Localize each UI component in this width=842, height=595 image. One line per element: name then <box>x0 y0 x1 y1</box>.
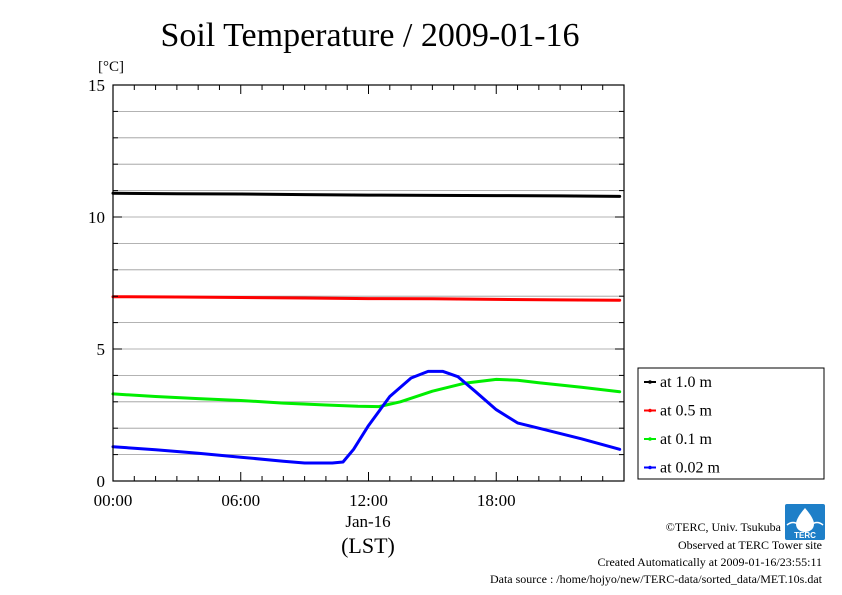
y-tick-label: 10 <box>88 208 105 227</box>
y-tick-label: 15 <box>88 76 105 95</box>
chart-title: Soil Temperature / 2009-01-16 <box>160 17 579 54</box>
created-text: Created Automatically at 2009-01-16/23:5… <box>597 555 822 569</box>
x-tick-label: 00:00 <box>94 491 133 510</box>
data-source-text: Data source : /home/hojyo/new/TERC-data/… <box>490 572 823 586</box>
series-line-at-0-02-m <box>111 369 622 465</box>
x-tick-label: 12:00 <box>349 491 388 510</box>
wave-icon <box>786 521 824 529</box>
legend: at 1.0 m at 0.5 m at 0.1 m at 0.02 m <box>637 367 825 480</box>
terc-logo: TERC <box>785 504 825 540</box>
legend-label: at 0.02 m <box>660 460 721 477</box>
legend-marker <box>648 380 652 384</box>
axes: 0 5 10 15 00:00 06:00 12:00 18:00 <box>88 76 625 510</box>
y-tick-label: 0 <box>97 472 106 491</box>
copyright-text: ©TERC, Univ. Tsukuba <box>666 520 782 534</box>
date-label: Jan-16 <box>345 512 390 531</box>
legend-label: at 0.1 m <box>660 431 713 448</box>
legend-label: at 0.5 m <box>660 403 713 420</box>
observed-text: Observed at TERC Tower site <box>678 538 822 552</box>
legend-marker <box>648 465 652 470</box>
terc-logo-text: TERC <box>794 531 816 540</box>
legend-marker <box>648 408 652 413</box>
series-layer <box>111 191 622 465</box>
legend-box <box>637 367 825 480</box>
x-tick-label: 18:00 <box>477 491 516 510</box>
y-axis-unit-label: [°C] <box>98 59 124 75</box>
series-line-at-1-0-m <box>111 191 622 198</box>
x-tick-label: 06:00 <box>221 491 260 510</box>
plot-frame <box>112 84 625 482</box>
legend-marker <box>648 437 652 441</box>
series-line-at-0-1-m <box>111 377 622 409</box>
grid-lines <box>113 111 624 456</box>
x-axis-label: (LST) <box>341 533 395 558</box>
series-line-at-0-5-m <box>111 295 622 302</box>
legend-label: at 1.0 m <box>660 374 713 391</box>
y-tick-label: 5 <box>97 340 106 359</box>
